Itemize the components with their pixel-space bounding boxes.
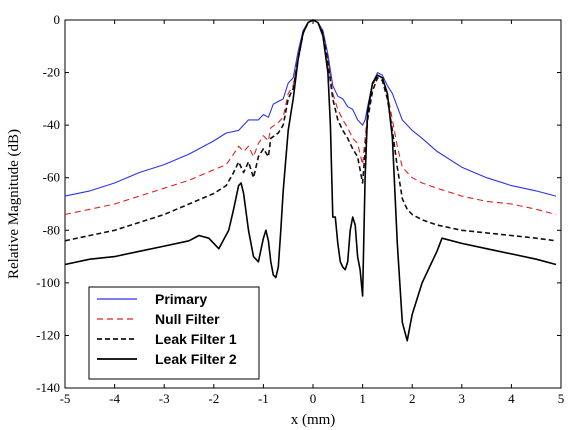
y-tick-label: -100 <box>36 275 60 290</box>
series-layer <box>64 19 557 342</box>
y-axis-ticks: 0 -20 -40 -60 -80 -100 -120 -140 <box>36 12 561 395</box>
x-tick-label: 5 <box>558 391 565 406</box>
y-tick-label: -60 <box>43 170 60 185</box>
series-line-leak-filter-2 <box>64 19 557 342</box>
x-tick-label: -1 <box>258 391 269 406</box>
legend-label: Null Filter <box>155 311 220 327</box>
x-tick-label: -5 <box>60 391 71 406</box>
series-line-primary <box>64 19 557 197</box>
legend-items: Primary Null Filter Leak Filter 1 Leak Filt… <box>97 291 237 367</box>
x-axis-ticks: -5 -4 -3 -2 -1 0 1 2 3 4 5 <box>60 20 565 406</box>
x-axis-label: x (mm) <box>291 412 336 428</box>
y-tick-label: 0 <box>54 12 61 27</box>
x-tick-label: 3 <box>459 391 466 406</box>
y-axis-label: Relative Magnitude (dB) <box>6 129 22 279</box>
x-tick-label: -2 <box>208 391 219 406</box>
y-tick-label: -20 <box>43 65 60 80</box>
legend-label: Primary <box>155 291 207 307</box>
x-tick-label: -3 <box>159 391 170 406</box>
x-tick-label: 0 <box>310 391 317 406</box>
series-line-leak-filter-1 <box>64 19 557 242</box>
legend-label: Leak Filter 2 <box>155 351 237 367</box>
legend-box <box>88 286 260 380</box>
y-tick-label: -40 <box>43 117 60 132</box>
legend: Primary Null Filter Leak Filter 1 Leak Filt… <box>88 286 260 380</box>
x-tick-label: -4 <box>109 391 120 406</box>
y-tick-label: -120 <box>36 327 60 342</box>
x-tick-label: 2 <box>409 391 416 406</box>
y-tick-label: -80 <box>43 222 60 237</box>
x-tick-label: 1 <box>359 391 366 406</box>
y-tick-label: -140 <box>36 380 60 395</box>
x-tick-label: 4 <box>508 391 515 406</box>
legend-label: Leak Filter 1 <box>155 331 237 347</box>
